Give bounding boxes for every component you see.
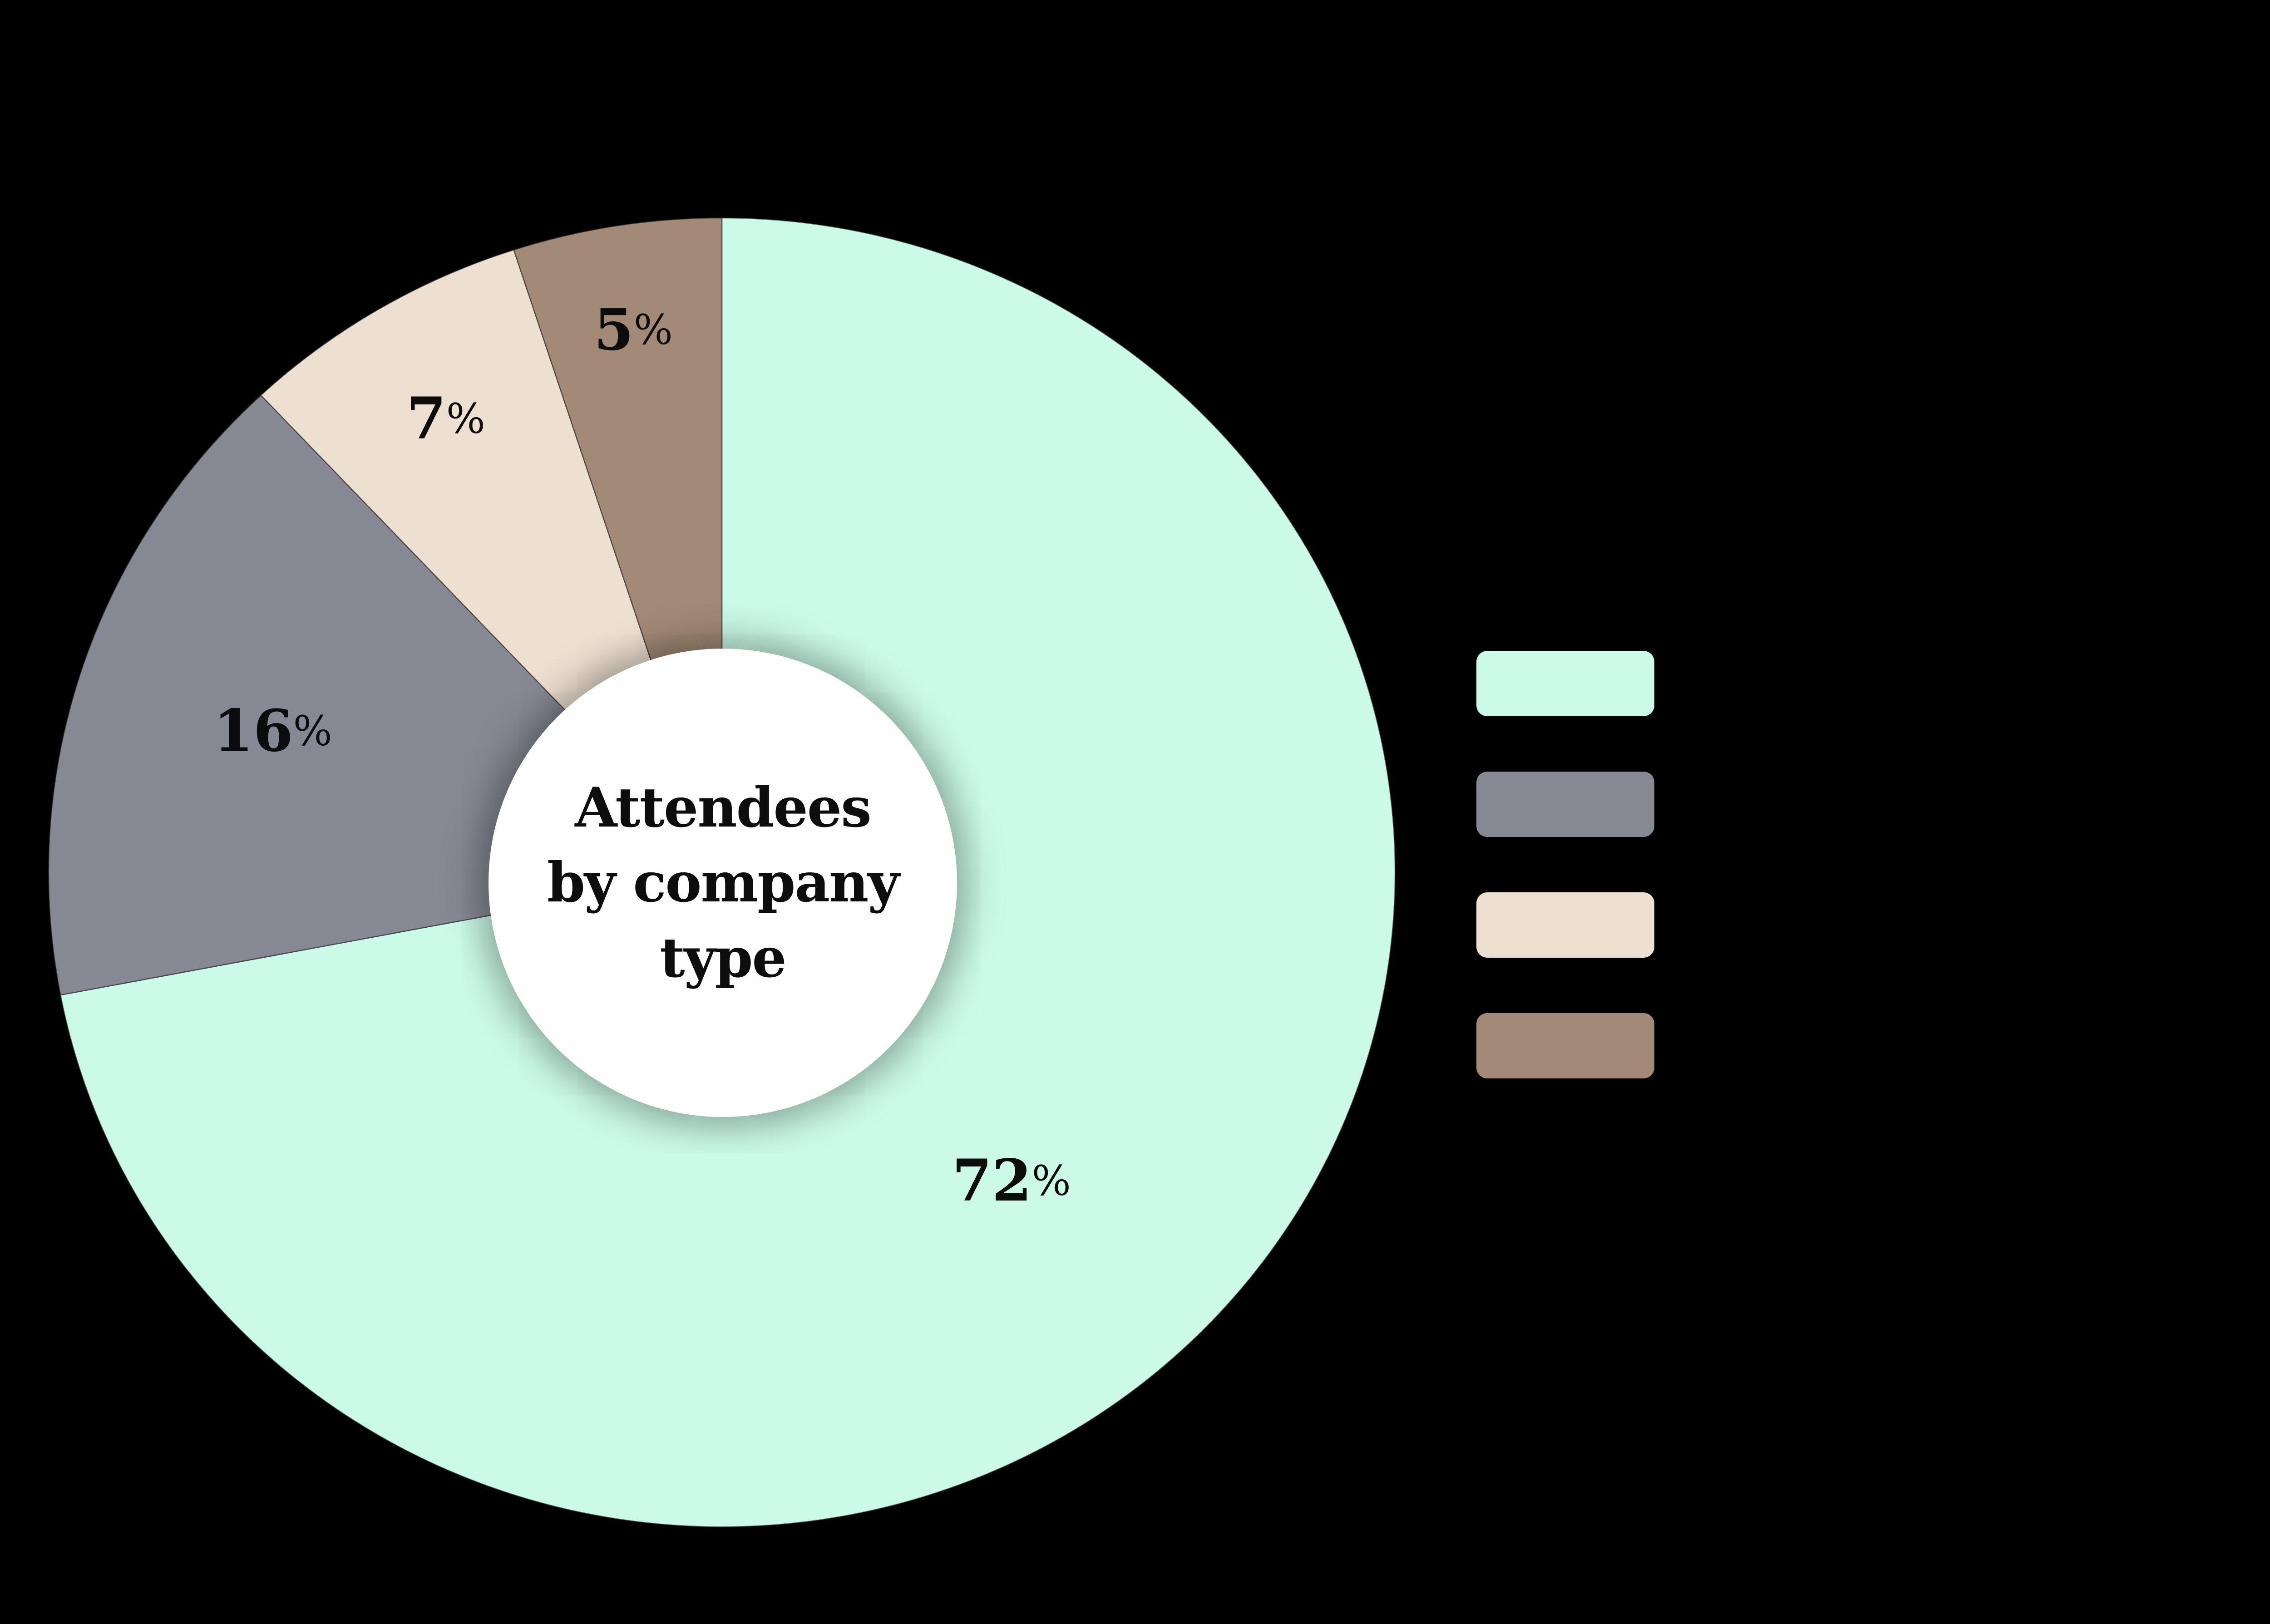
- donut-center-circle: Attendees by company type: [489, 649, 957, 1117]
- slice-percent-value: 7: [406, 385, 446, 452]
- chart-title-line-3: type: [660, 925, 786, 990]
- legend-swatch-1: [1476, 651, 1654, 716]
- slice-label-7pct: 7%: [406, 390, 485, 447]
- legend-swatch-2: [1476, 772, 1654, 837]
- legend-swatch-3: [1476, 892, 1654, 958]
- percent-sign: %: [293, 707, 332, 755]
- chart-legend: [1476, 651, 1654, 1078]
- slice-label-5pct: 5%: [594, 301, 673, 358]
- percent-sign: %: [1031, 1157, 1071, 1205]
- slice-label-16pct: 16%: [213, 702, 332, 759]
- slice-percent-value: 16: [213, 697, 293, 764]
- chart-title-line-2: by company: [547, 851, 899, 915]
- chart-title: Attendees by company type: [547, 770, 899, 996]
- slice-label-72pct: 72%: [952, 1152, 1071, 1209]
- percent-sign: %: [633, 306, 673, 354]
- percent-sign: %: [446, 395, 485, 443]
- chart-title-line-1: Attendees: [575, 775, 872, 840]
- legend-swatch-4: [1476, 1013, 1654, 1078]
- slice-percent-value: 5: [594, 296, 634, 363]
- slice-percent-value: 72: [952, 1147, 1032, 1214]
